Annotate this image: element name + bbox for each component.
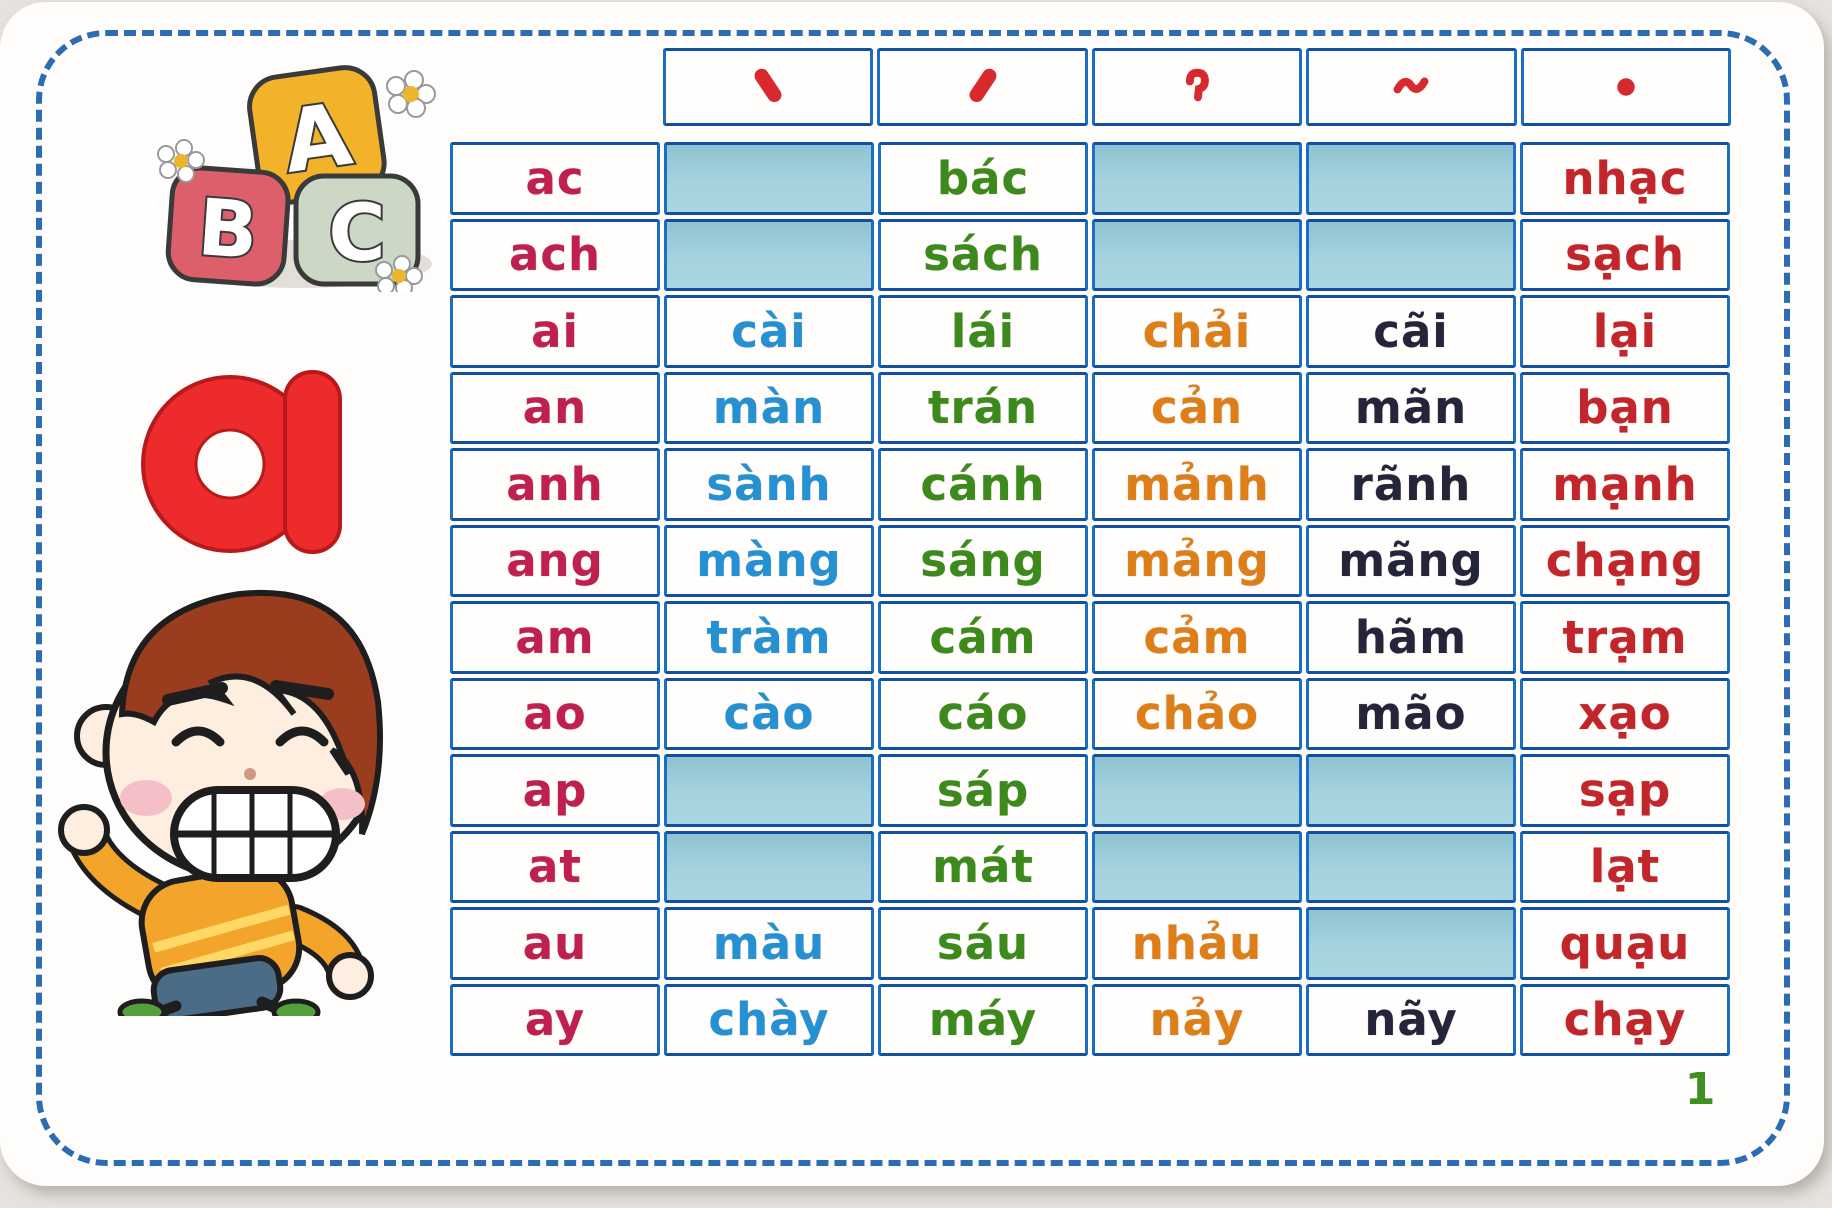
empty-shaded-cell xyxy=(1306,907,1516,980)
syllable-cell: màn xyxy=(664,371,874,444)
syllable-cell: mảnh xyxy=(1092,448,1302,521)
empty-shaded-cell xyxy=(1092,142,1302,215)
tone-header-row xyxy=(663,48,1731,126)
syllable-cell: mãng xyxy=(1306,524,1516,597)
syllable-cell: cài xyxy=(664,295,874,368)
syllable-cell: trán xyxy=(878,371,1088,444)
syllable-cell: chải xyxy=(1092,295,1302,368)
syllable-cell: hãm xyxy=(1306,601,1516,674)
tone-mark-nang-icon xyxy=(1520,48,1731,126)
syllable-cell: ai xyxy=(450,295,660,368)
syllable-cell: ach xyxy=(450,218,660,291)
syllable-cell: sạch xyxy=(1520,218,1730,291)
empty-shaded-cell xyxy=(1306,218,1516,291)
syllable-cell: lại xyxy=(1520,295,1730,368)
empty-shaded-cell xyxy=(1306,754,1516,827)
syllable-cell: quạu xyxy=(1520,907,1730,980)
abc-blocks-icon: A B C xyxy=(157,65,436,292)
syllable-cell: nảy xyxy=(1092,983,1302,1056)
empty-shaded-cell xyxy=(664,754,874,827)
syllable-cell: ao xyxy=(450,677,660,750)
empty-shaded-cell xyxy=(1306,830,1516,903)
syllable-cell: sành xyxy=(664,448,874,521)
syllable-cell: sách xyxy=(878,218,1088,291)
syllable-cell: mạnh xyxy=(1520,448,1730,521)
syllable-cell: ap xyxy=(450,754,660,827)
syllable-cell: mát xyxy=(878,830,1088,903)
syllable-cell: au xyxy=(450,907,660,980)
syllable-cell: sạp xyxy=(1520,754,1730,827)
daisy-icon xyxy=(157,139,205,183)
syllable-cell: chảo xyxy=(1092,677,1302,750)
syllable-cell: chạy xyxy=(1520,983,1730,1056)
letter-a-graphic xyxy=(141,370,342,554)
syllable-cell: cảm xyxy=(1092,601,1302,674)
tone-mark-nga-icon xyxy=(1306,48,1517,126)
syllable-cell: xạo xyxy=(1520,677,1730,750)
page-number: 1 xyxy=(1684,1064,1716,1115)
block-c-letter: C xyxy=(328,189,385,279)
block-b: B xyxy=(165,165,291,287)
syllable-cell: rãnh xyxy=(1306,448,1516,521)
boy-head xyxy=(74,589,383,882)
empty-shaded-cell xyxy=(1092,830,1302,903)
syllable-cell: lái xyxy=(878,295,1088,368)
syllable-cell: màng xyxy=(664,524,874,597)
syllable-cell: ac xyxy=(450,142,660,215)
syllable-cell: chày xyxy=(664,983,874,1056)
daisy-icon xyxy=(386,70,436,118)
syllable-cell: cãi xyxy=(1306,295,1516,368)
syllable-cell: cào xyxy=(664,677,874,750)
syllable-cell: bạn xyxy=(1520,371,1730,444)
dashed-border xyxy=(36,30,1790,1166)
syllable-cell: am xyxy=(450,601,660,674)
daisy-icon xyxy=(375,255,423,292)
empty-shaded-cell xyxy=(1092,218,1302,291)
tone-mark-sac-icon xyxy=(877,48,1088,126)
cartoon-boy-icon xyxy=(58,589,383,1016)
syllable-cell: at xyxy=(450,830,660,903)
syllable-cell: ay xyxy=(450,983,660,1056)
tone-mark-huyen-icon xyxy=(663,48,874,126)
syllable-cell: sáu xyxy=(878,907,1088,980)
block-b-letter: B xyxy=(195,183,261,277)
syllable-cell: an xyxy=(450,371,660,444)
tone-mark-hoi-icon xyxy=(1091,48,1303,126)
syllable-cell: cánh xyxy=(878,448,1088,521)
syllable-cell: sáp xyxy=(878,754,1088,827)
boy-mouth xyxy=(170,786,340,882)
syllable-cell: cản xyxy=(1092,371,1302,444)
syllable-cell: trạm xyxy=(1520,601,1730,674)
empty-shaded-cell xyxy=(664,142,874,215)
syllable-cell: tràm xyxy=(664,601,874,674)
syllable-cell: sáng xyxy=(878,524,1088,597)
empty-shaded-cell xyxy=(664,830,874,903)
syllable-cell: màu xyxy=(664,907,874,980)
syllable-cell: mảng xyxy=(1092,524,1302,597)
syllable-cell: mão xyxy=(1306,677,1516,750)
big-letter-label: a xyxy=(0,2,1,3)
syllable-table: ac bác nhạc ach sách sạch ai cài lái chải cãi lại an… xyxy=(450,142,1730,1056)
card-background: A B C a xyxy=(0,2,1824,1186)
syllable-cell: máy xyxy=(878,983,1088,1056)
syllable-cell: nhạc xyxy=(1520,142,1730,215)
boy-legs xyxy=(117,955,321,1016)
empty-shaded-cell xyxy=(664,218,874,291)
boy-arms xyxy=(58,804,374,1000)
syllable-cell: chạng xyxy=(1520,524,1730,597)
syllable-cell: nhảu xyxy=(1092,907,1302,980)
block-c: C xyxy=(293,173,421,287)
syllable-cell: cám xyxy=(878,601,1088,674)
syllable-cell: nãy xyxy=(1306,983,1516,1056)
syllable-cell: ang xyxy=(450,524,660,597)
syllable-cell: cáo xyxy=(878,677,1088,750)
syllable-cell: lạt xyxy=(1520,830,1730,903)
empty-shaded-cell xyxy=(1306,142,1516,215)
syllable-cell: anh xyxy=(450,448,660,521)
syllable-cell: mãn xyxy=(1306,371,1516,444)
empty-shaded-cell xyxy=(1092,754,1302,827)
syllable-cell: bác xyxy=(878,142,1088,215)
